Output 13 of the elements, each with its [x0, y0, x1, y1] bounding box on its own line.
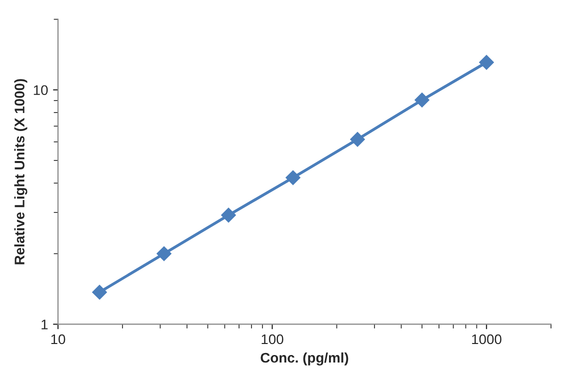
- point: [414, 92, 430, 108]
- y-tick-label: 1: [42, 320, 48, 330]
- point: [286, 170, 300, 186]
- point: [221, 208, 236, 223]
- x-tick-label: 10: [51, 334, 66, 344]
- point: [92, 284, 107, 300]
- point: [479, 54, 494, 70]
- point: [156, 246, 172, 262]
- y-axis-title: Relative Light Units (X 1000): [14, 79, 28, 264]
- x-tick-label: 1000: [472, 334, 502, 344]
- point: [350, 132, 365, 147]
- x-tick-label: 100: [262, 334, 284, 344]
- x-axis-title: Conc. (pg/ml): [260, 352, 348, 366]
